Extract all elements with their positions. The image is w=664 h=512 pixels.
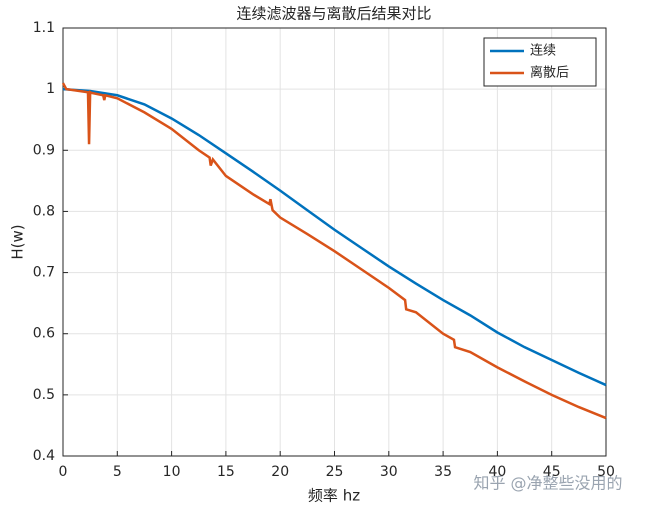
- x-tick-label: 15: [217, 464, 235, 480]
- y-tick-label: 1.1: [33, 20, 55, 36]
- y-tick-label: 0.7: [33, 265, 55, 281]
- chart-title: 连续滤波器与离散后结果对比: [236, 5, 431, 23]
- x-tick-label: 40: [488, 464, 506, 480]
- x-axis-label: 频率 hz: [308, 487, 360, 505]
- watermark: 知乎 @净整些没用的: [473, 474, 622, 493]
- series-line: [62, 87, 607, 387]
- x-tick-label: 0: [59, 464, 68, 480]
- x-tick-label: 5: [113, 464, 122, 480]
- y-axis-label: H(w): [9, 224, 27, 259]
- legend-label: 离散后: [530, 65, 569, 81]
- x-tick-label: 25: [326, 464, 344, 480]
- x-tick-label: 20: [271, 464, 289, 480]
- x-tick-label: 45: [543, 464, 561, 480]
- legend-label: 连续: [530, 43, 556, 59]
- y-tick-label: 0.8: [33, 203, 55, 219]
- y-tick-label: 0.6: [33, 326, 55, 342]
- series-line: [61, 82, 607, 420]
- y-tick-label: 1: [46, 81, 55, 97]
- plot-frame: [62, 27, 607, 457]
- legend-box: [483, 37, 597, 87]
- y-tick-label: 0.4: [33, 448, 55, 464]
- x-tick-label: 35: [434, 464, 452, 480]
- x-tick-label: 10: [163, 464, 181, 480]
- y-tick-label: 0.9: [33, 142, 55, 158]
- x-tick-label: 30: [380, 464, 398, 480]
- y-tick-label: 0.5: [33, 387, 55, 403]
- x-tick-label: 50: [597, 464, 615, 480]
